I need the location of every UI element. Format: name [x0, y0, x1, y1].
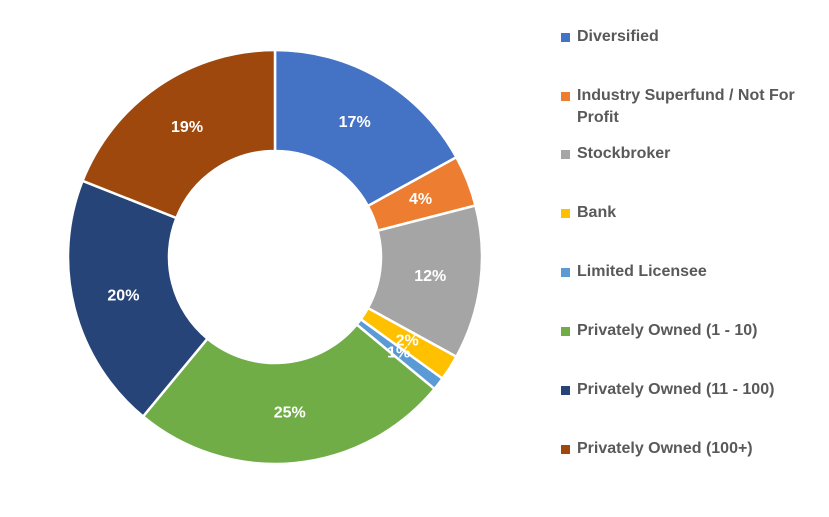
- data-label-diversified: 17%: [339, 114, 371, 131]
- legend-swatch: [561, 268, 570, 277]
- legend-label: Stockbroker: [577, 145, 671, 162]
- legend-label: Privately Owned (11 - 100): [577, 381, 775, 398]
- legend-swatch: [561, 445, 570, 454]
- legend-label: Privately Owned (1 - 10): [577, 322, 758, 339]
- legend-item-stockbroker: Stockbroker: [561, 143, 821, 165]
- slice-privately-owned-1-10: [141, 322, 437, 466]
- legend-label: Diversified: [577, 28, 659, 45]
- legend-label: Limited Licensee: [577, 263, 707, 280]
- slice-privately-owned-11-100: [66, 179, 210, 419]
- legend-swatch: [561, 150, 570, 159]
- slices-layer: [66, 48, 484, 466]
- legend-item-diversified: Diversified: [561, 26, 821, 48]
- legend-swatch: [561, 209, 570, 218]
- data-label-privately-owned-100: 19%: [171, 119, 203, 136]
- legend-swatch: [561, 327, 570, 336]
- legend-label: Bank: [577, 204, 617, 221]
- legend-item-privately-owned-100: Privately Owned (100+): [561, 438, 821, 460]
- legend-label: Industry Superfund / Not For Profit: [577, 87, 795, 126]
- legend-item-industry-superfund-not-for-profit: Industry Superfund / Not For Profit: [561, 85, 821, 129]
- legend-item-bank: Bank: [561, 202, 821, 224]
- slice-privately-owned-100: [80, 48, 277, 220]
- data-label-stockbroker: 12%: [414, 268, 446, 285]
- data-label-privately-owned-1-10: 25%: [274, 404, 306, 421]
- slice-diversified: [273, 48, 459, 208]
- legend-swatch: [561, 92, 570, 101]
- legend-item-privately-owned-1-10: Privately Owned (1 - 10): [561, 320, 821, 342]
- legend-item-limited-licensee: Limited Licensee: [561, 261, 821, 283]
- data-labels-layer: 17% 4% 12% 2%1% 25% 20% 19%: [107, 114, 446, 422]
- data-label-bank: 2%: [396, 332, 419, 349]
- legend-item-privately-owned-11-100: Privately Owned (11 - 100): [561, 379, 821, 401]
- legend-swatch: [561, 386, 570, 395]
- legend-swatch: [561, 33, 570, 42]
- data-label-privately-owned-11-100: 20%: [107, 287, 139, 304]
- data-label-limited-licensee: 1%: [387, 344, 410, 361]
- data-label-industry-superfund-not-for-profit: 4%: [409, 191, 432, 208]
- legend-label: Privately Owned (100+): [577, 440, 753, 457]
